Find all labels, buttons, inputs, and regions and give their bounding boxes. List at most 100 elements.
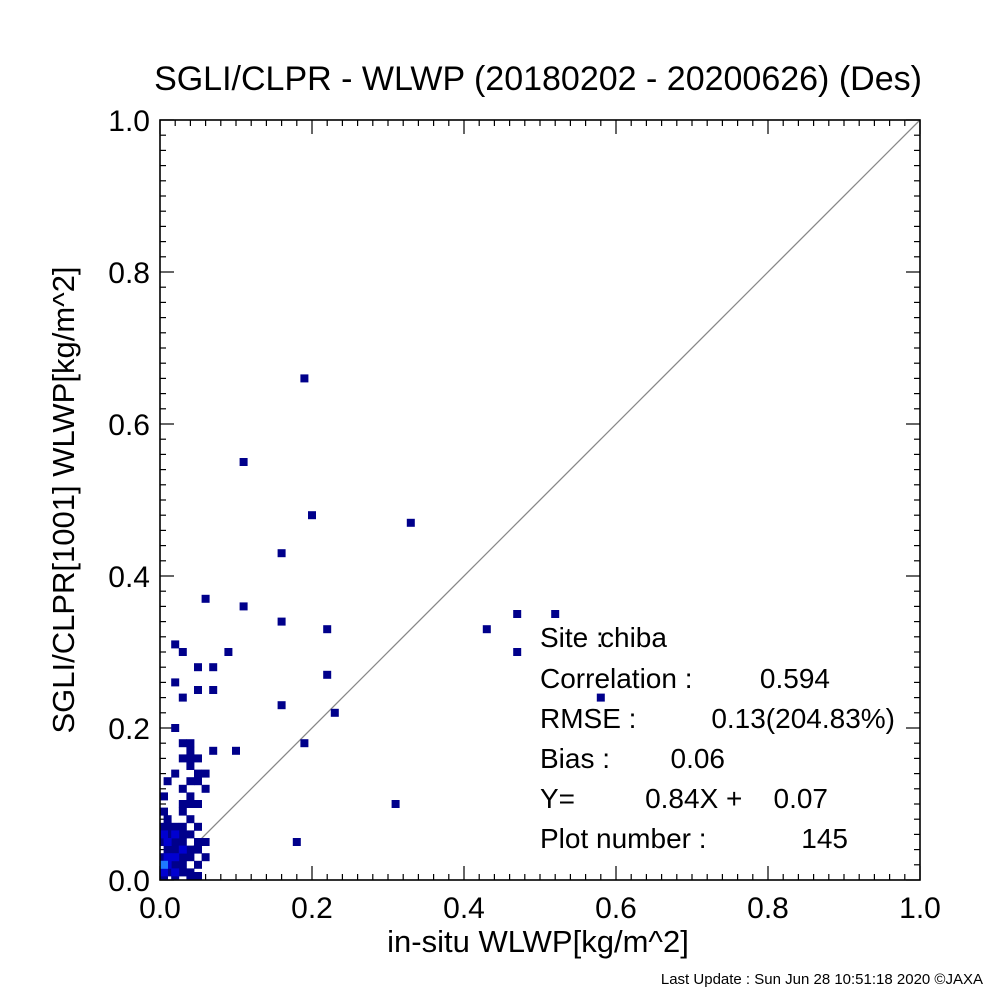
- data-point: [163, 845, 172, 854]
- stat-label: Bias :: [540, 743, 610, 774]
- y-axis-label: SGLI/CLPR[1001] WLWP[kg/m^2]: [46, 266, 81, 733]
- statistics-panel: Site :chiba Correlation : 0.594 RMSE : 0.13(…: [540, 622, 895, 854]
- peak-data-point: [160, 860, 168, 869]
- data-point: [277, 549, 286, 558]
- data-point: [323, 670, 332, 679]
- axis-ticks: [159, 119, 921, 881]
- data-point: [201, 784, 210, 793]
- x-tick-label: 0.6: [595, 892, 637, 925]
- data-point: [178, 838, 187, 846]
- data-point: [277, 617, 286, 626]
- data-point: [178, 868, 187, 877]
- data-point: [178, 739, 187, 748]
- plot-frame: [159, 119, 921, 881]
- data-point: [186, 762, 195, 770]
- stat-value: 0.594: [760, 663, 830, 694]
- data-point: [171, 769, 180, 778]
- data-point: [308, 511, 316, 520]
- data-point: [163, 777, 172, 786]
- data-point: [277, 701, 286, 710]
- data-point: [171, 678, 180, 687]
- data-point: [194, 822, 202, 831]
- data-point: [194, 754, 202, 763]
- data-point: [171, 860, 180, 869]
- data-point: [513, 610, 522, 618]
- dense-data-point: [171, 830, 180, 839]
- chart-title: SGLI/CLPR - WLWP (20180202 - 20200626) (…: [154, 60, 922, 98]
- stat-value: chiba: [600, 622, 667, 653]
- data-point: [300, 739, 309, 748]
- y-tick-label: 1.0: [108, 105, 150, 138]
- data-point: [186, 800, 195, 808]
- data-point: [209, 686, 218, 694]
- y-tick-label: 0.0: [108, 865, 150, 898]
- data-point: [194, 800, 202, 808]
- data-point: [171, 838, 180, 846]
- data-point: [406, 518, 415, 527]
- data-point: [194, 838, 202, 846]
- data-point: [186, 815, 195, 824]
- data-point: [178, 860, 187, 869]
- data-point: [178, 830, 187, 839]
- data-point: [186, 739, 195, 748]
- data-point: [194, 686, 202, 694]
- data-point: [596, 693, 605, 702]
- dense-data-point: [178, 845, 187, 854]
- stat-value: 145: [801, 823, 848, 854]
- data-point: [178, 784, 187, 793]
- data-point: [330, 708, 339, 717]
- data-point: [391, 800, 400, 808]
- dense-data-point: [160, 830, 168, 839]
- x-axis-label: in-situ WLWP[kg/m^2]: [387, 924, 689, 959]
- x-tick-label: 1.0: [899, 892, 941, 925]
- y-tick-label: 0.4: [108, 561, 150, 594]
- dense-data-point: [163, 853, 172, 862]
- data-point: [201, 594, 210, 603]
- stat-label: Site :: [540, 622, 604, 653]
- data-markers: [160, 374, 605, 880]
- data-point: [201, 838, 210, 846]
- data-point: [194, 872, 202, 880]
- data-point: [178, 693, 187, 702]
- data-point: [178, 754, 187, 763]
- data-point: [292, 838, 301, 846]
- data-point: [186, 746, 195, 755]
- data-point: [551, 610, 560, 618]
- dense-data-point: [163, 838, 172, 846]
- data-point: [178, 807, 187, 816]
- data-point: [186, 792, 195, 801]
- x-tick-label: 0.4: [443, 892, 485, 925]
- y-tick-label: 0.6: [108, 409, 150, 442]
- data-point: [178, 853, 187, 862]
- data-point: [186, 845, 195, 854]
- data-point: [186, 754, 195, 763]
- data-point: [160, 792, 168, 801]
- x-tick-label: 0.8: [747, 892, 789, 925]
- dense-data-point: [160, 868, 168, 877]
- data-point: [194, 769, 202, 778]
- data-point: [194, 777, 202, 786]
- stat-label: Correlation :: [540, 663, 693, 694]
- data-point: [513, 648, 522, 656]
- data-point: [171, 724, 180, 732]
- data-point: [178, 800, 187, 808]
- data-point: [209, 663, 218, 672]
- data-point: [171, 822, 180, 831]
- data-point: [201, 853, 210, 862]
- data-point: [194, 663, 202, 672]
- dense-data-point: [171, 868, 180, 877]
- x-tick-label: 0.2: [291, 892, 333, 925]
- data-point: [186, 853, 195, 862]
- data-point: [194, 860, 202, 869]
- stat-label: RMSE :: [540, 703, 636, 734]
- data-point: [482, 625, 491, 634]
- data-point: [163, 822, 172, 831]
- data-point: [239, 458, 248, 466]
- dense-data-point: [171, 853, 180, 862]
- tick-labels: 0.0 0.2 0.4 0.6 0.8 1.0 0.0 0.2 0.4 0.6 0.8 1.0: [108, 105, 941, 925]
- data-point: [160, 807, 168, 816]
- data-point: [232, 746, 240, 755]
- stat-label: Plot number :: [540, 823, 707, 854]
- data-point: [186, 777, 195, 786]
